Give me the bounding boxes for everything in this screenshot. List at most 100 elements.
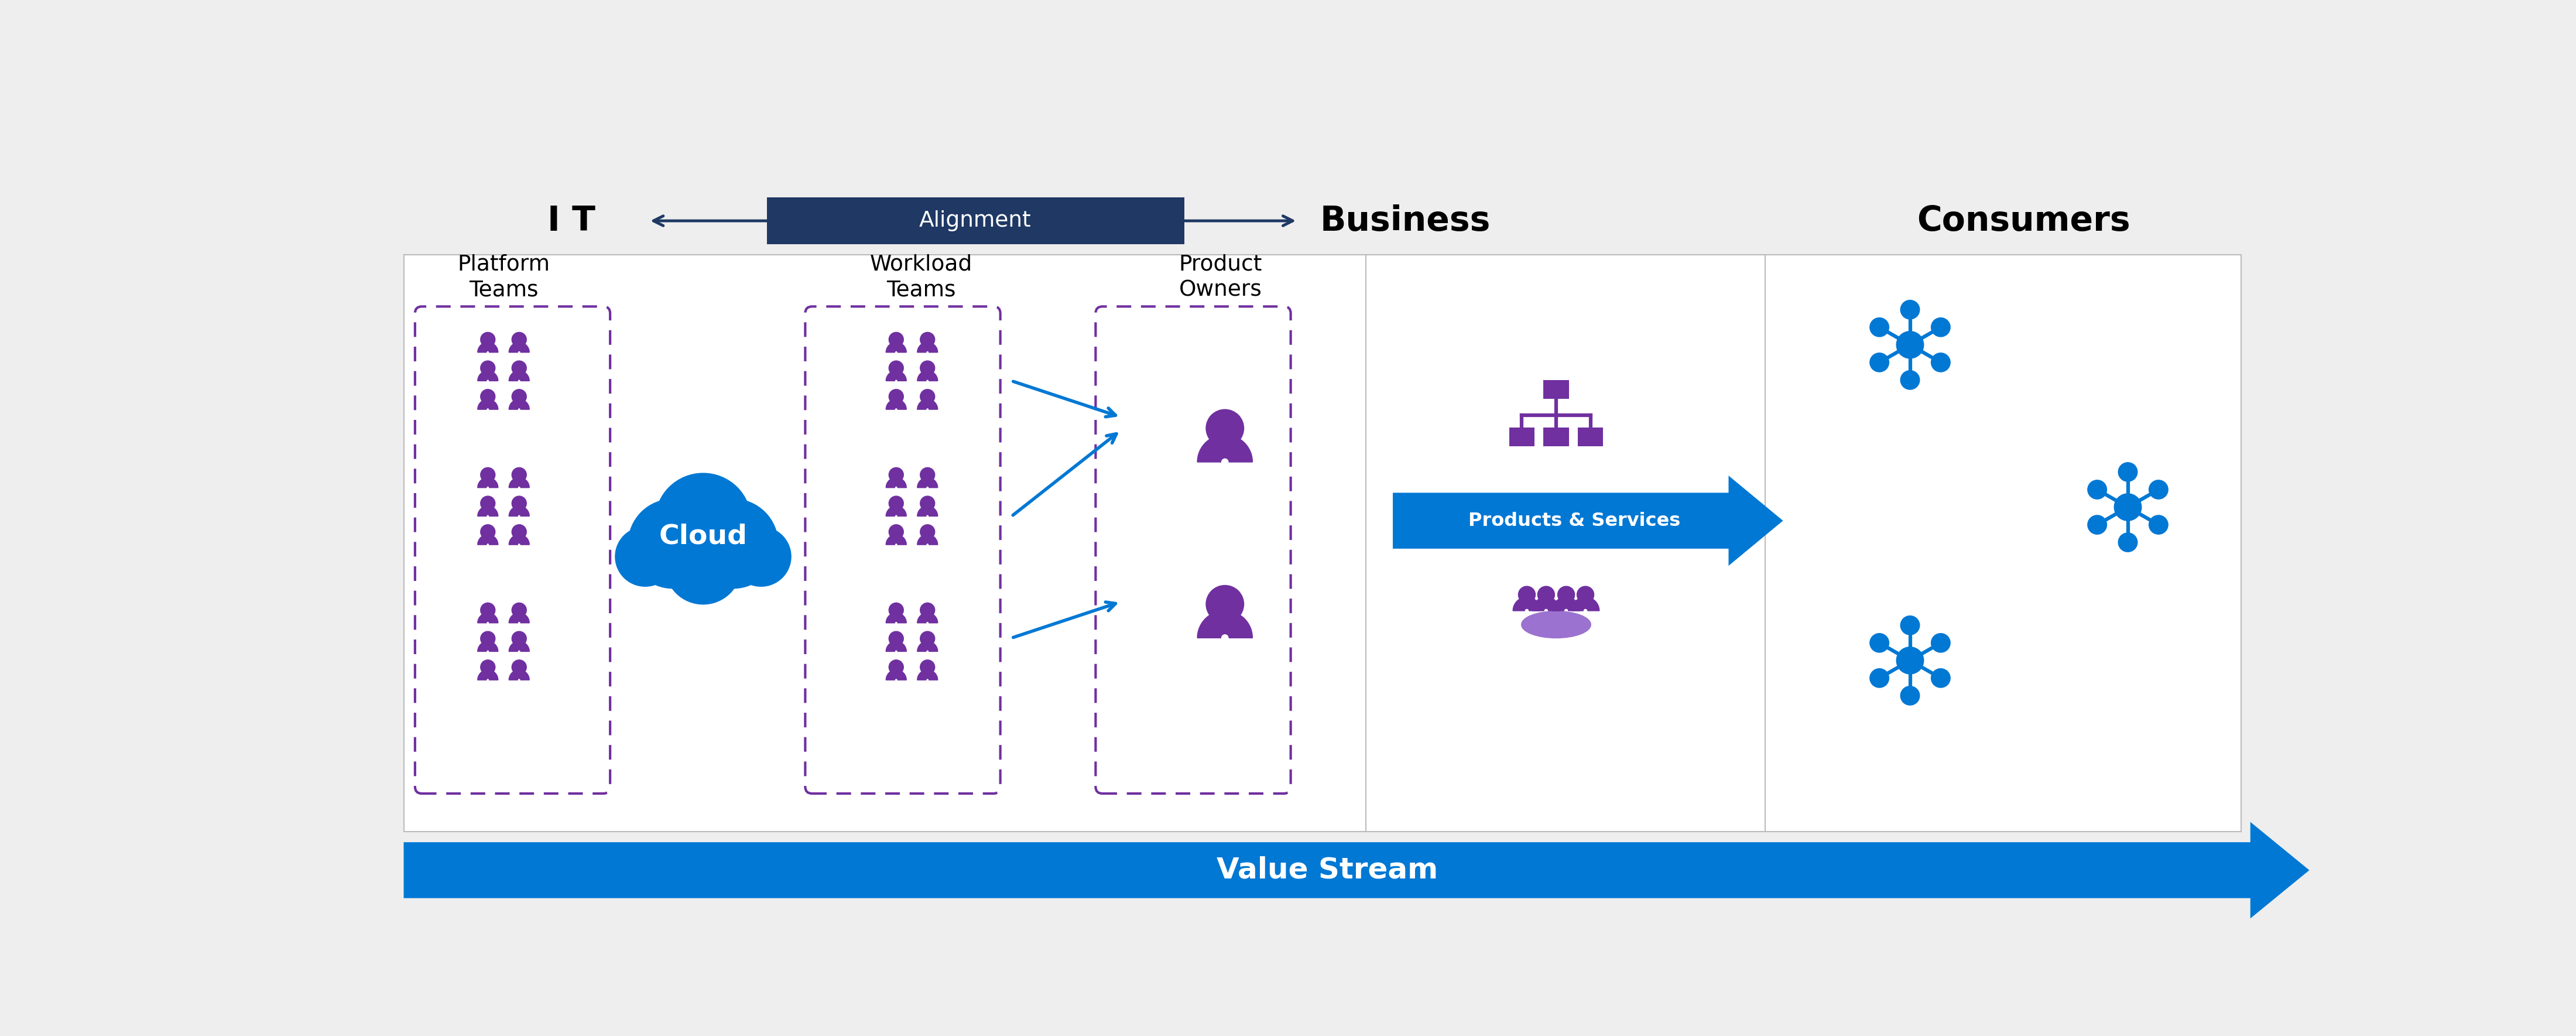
Circle shape [889, 390, 904, 404]
Circle shape [2087, 515, 2107, 535]
Circle shape [1901, 300, 1919, 319]
FancyBboxPatch shape [1543, 380, 1569, 399]
Circle shape [482, 361, 495, 375]
Circle shape [1901, 615, 1919, 635]
Wedge shape [477, 670, 497, 680]
Circle shape [920, 631, 935, 645]
Circle shape [482, 496, 495, 511]
Text: Products & Services: Products & Services [1468, 512, 1680, 529]
Circle shape [1206, 585, 1244, 623]
Wedge shape [1553, 597, 1579, 611]
Circle shape [513, 496, 526, 511]
Wedge shape [1198, 610, 1252, 638]
Circle shape [616, 527, 675, 586]
Circle shape [889, 361, 904, 375]
Wedge shape [1198, 435, 1252, 462]
Text: I T: I T [549, 204, 595, 237]
Circle shape [1896, 332, 1924, 358]
Wedge shape [886, 506, 907, 516]
Wedge shape [477, 641, 497, 652]
Circle shape [1901, 371, 1919, 390]
Circle shape [920, 660, 935, 674]
Circle shape [513, 390, 526, 404]
Circle shape [629, 499, 719, 588]
Circle shape [889, 660, 904, 674]
Wedge shape [1533, 597, 1561, 611]
Circle shape [1870, 353, 1888, 372]
Circle shape [482, 603, 495, 617]
Wedge shape [886, 612, 907, 623]
Text: Platform
Teams: Platform Teams [459, 254, 549, 300]
Wedge shape [886, 342, 907, 352]
Wedge shape [886, 478, 907, 488]
Wedge shape [510, 670, 531, 680]
Text: Alignment: Alignment [920, 210, 1030, 231]
Wedge shape [510, 342, 531, 352]
Circle shape [2117, 462, 2138, 482]
Circle shape [2115, 493, 2141, 521]
Circle shape [513, 524, 526, 539]
Text: Value Stream: Value Stream [1216, 856, 1437, 885]
Circle shape [1932, 353, 1950, 372]
Wedge shape [886, 535, 907, 545]
Circle shape [2148, 480, 2169, 499]
Polygon shape [404, 822, 2308, 919]
Wedge shape [886, 399, 907, 409]
Circle shape [482, 333, 495, 347]
Circle shape [482, 467, 495, 482]
Wedge shape [1571, 597, 1600, 611]
Circle shape [513, 361, 526, 375]
Circle shape [1870, 633, 1888, 653]
Wedge shape [510, 506, 531, 516]
Circle shape [920, 390, 935, 404]
Circle shape [482, 660, 495, 674]
Wedge shape [917, 342, 938, 352]
Wedge shape [510, 612, 531, 623]
Circle shape [889, 631, 904, 645]
Circle shape [889, 333, 904, 347]
Circle shape [920, 467, 935, 482]
Wedge shape [886, 670, 907, 680]
Circle shape [513, 660, 526, 674]
Wedge shape [886, 371, 907, 381]
Circle shape [1932, 318, 1950, 337]
Wedge shape [917, 670, 938, 680]
Wedge shape [886, 641, 907, 652]
Circle shape [889, 524, 904, 539]
Circle shape [1870, 318, 1888, 337]
Wedge shape [477, 478, 497, 488]
Ellipse shape [1522, 611, 1592, 638]
Circle shape [513, 631, 526, 645]
Circle shape [2087, 480, 2107, 499]
FancyBboxPatch shape [1577, 428, 1602, 447]
Wedge shape [917, 641, 938, 652]
Text: Cloud: Cloud [659, 523, 747, 550]
Circle shape [1558, 586, 1574, 603]
FancyBboxPatch shape [1543, 428, 1569, 447]
Circle shape [920, 333, 935, 347]
FancyBboxPatch shape [768, 198, 1185, 244]
Wedge shape [477, 371, 497, 381]
Circle shape [1932, 633, 1950, 653]
Circle shape [889, 496, 904, 511]
Wedge shape [917, 399, 938, 409]
Wedge shape [1512, 597, 1540, 611]
Wedge shape [477, 342, 497, 352]
Circle shape [1517, 586, 1535, 603]
Wedge shape [917, 612, 938, 623]
Wedge shape [917, 478, 938, 488]
Wedge shape [510, 641, 531, 652]
Wedge shape [477, 535, 497, 545]
Circle shape [920, 496, 935, 511]
Wedge shape [477, 506, 497, 516]
Circle shape [920, 524, 935, 539]
Circle shape [482, 390, 495, 404]
Circle shape [482, 631, 495, 645]
Text: Consumers: Consumers [1917, 204, 2130, 237]
Circle shape [2148, 515, 2169, 535]
Wedge shape [510, 399, 531, 409]
Text: Product
Owners: Product Owners [1180, 254, 1262, 300]
Circle shape [1577, 586, 1595, 603]
Wedge shape [917, 535, 938, 545]
Circle shape [1870, 668, 1888, 688]
